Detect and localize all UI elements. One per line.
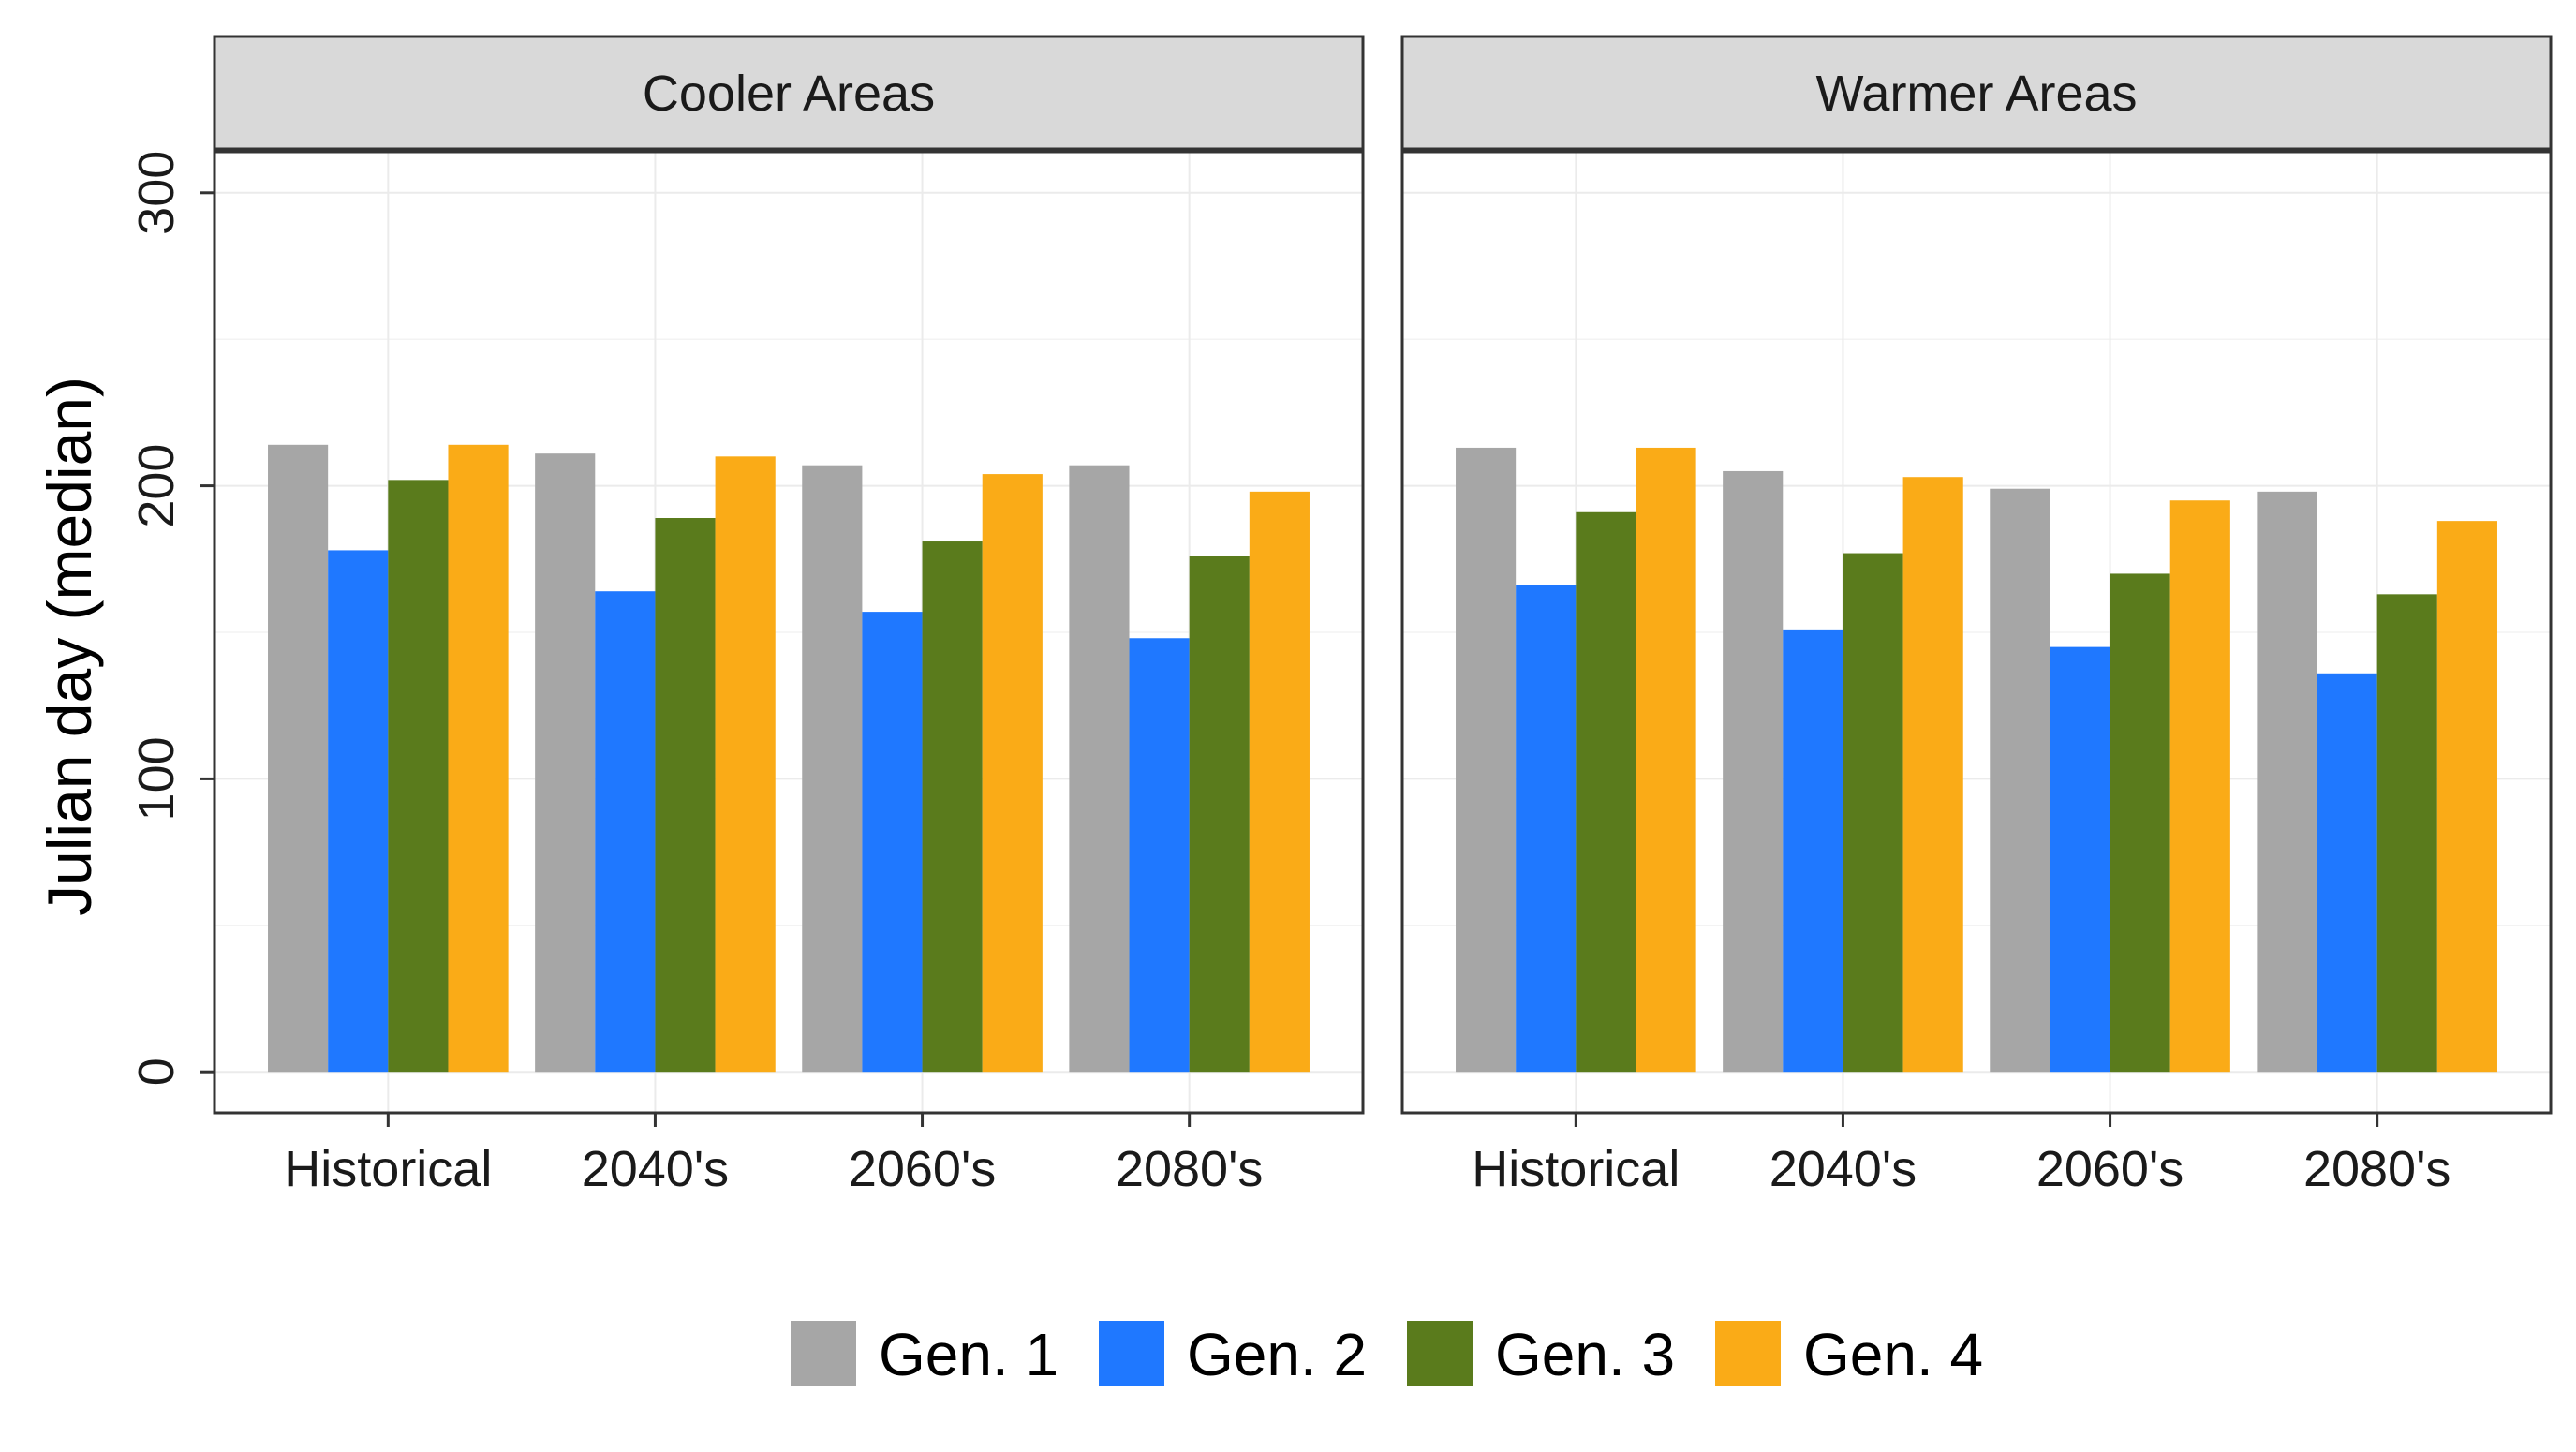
legend-label: Gen. 4: [1803, 1321, 1983, 1388]
y-tick-label: 200: [128, 444, 185, 528]
x-tick-label: 2080's: [1116, 1141, 1263, 1197]
legend-swatch: [1099, 1321, 1164, 1386]
bar-gen3-3: [1189, 556, 1250, 1073]
x-tick-label: 2060's: [849, 1141, 996, 1197]
panel-border: [1400, 150, 2553, 1115]
bar-gen2-0: [1516, 585, 1577, 1073]
bar-gen3-0: [1576, 511, 1636, 1073]
bar-gen4-2: [982, 474, 1043, 1073]
y-axis-label: Julian day (median): [35, 377, 104, 916]
bar-gen4-3: [2436, 521, 2497, 1073]
bar-gen4-3: [1249, 491, 1310, 1073]
bar-gen3-1: [1843, 553, 1903, 1073]
x-tick-label: Historical: [284, 1141, 492, 1197]
legend-item: Gen. 4: [1715, 1321, 1983, 1388]
legend: Gen. 1 Gen. 2 Gen. 3 Gen. 4: [791, 1321, 1983, 1388]
bar-gen3-2: [2110, 573, 2170, 1073]
bar-gen1-1: [535, 453, 596, 1073]
bar-gen2-2: [862, 612, 923, 1073]
legend-item: Gen. 3: [1407, 1321, 1675, 1388]
panel-warmer-areas: Warmer Areas Historical 2040's 2060's 2080's: [1400, 35, 2553, 1197]
bar-gen1-3: [1069, 465, 1130, 1073]
bar-gen1-0: [268, 444, 329, 1073]
bar-gen2-0: [328, 550, 389, 1073]
bar-gen3-0: [388, 480, 449, 1073]
bar-gen2-3: [1129, 638, 1190, 1073]
bar-gen4-1: [715, 456, 776, 1073]
bar-gen4-0: [448, 444, 509, 1073]
panel-cooler-areas: Cooler Areas Historical 2040's 2060's 2080's…: [128, 35, 1365, 1197]
bar-gen1-0: [1456, 447, 1517, 1073]
x-tick-label: 2040's: [582, 1141, 729, 1197]
panel-title: Cooler Areas: [643, 66, 935, 122]
bar-gen2-2: [2050, 646, 2110, 1073]
legend-item: Gen. 1: [791, 1321, 1059, 1388]
bar-gen2-1: [595, 591, 656, 1073]
bar-gen3-1: [655, 518, 716, 1073]
legend-swatch: [1407, 1321, 1473, 1386]
bar-gen2-1: [1783, 629, 1843, 1073]
chart-panels: Cooler Areas Historical 2040's 2060's 2080's…: [128, 35, 2553, 1197]
bar-gen4-1: [1902, 477, 1963, 1073]
legend-swatch: [1715, 1321, 1781, 1386]
bar-gen1-1: [1723, 470, 1784, 1073]
panel-strip: [1400, 35, 2553, 151]
bar-gen1-2: [802, 465, 863, 1073]
panel-title: Warmer Areas: [1815, 66, 2137, 122]
legend-label: Gen. 2: [1187, 1321, 1367, 1388]
y-tick-label: 100: [128, 736, 185, 821]
x-tick-label: Historical: [1472, 1141, 1680, 1197]
x-tick-label: 2080's: [2303, 1141, 2450, 1197]
bar-gen2-3: [2317, 673, 2377, 1073]
bar-gen1-3: [2257, 491, 2317, 1073]
x-tick-label: 2060's: [2036, 1141, 2184, 1197]
y-tick-label: 300: [128, 151, 185, 235]
x-tick-label: 2040's: [1769, 1141, 1917, 1197]
legend-label: Gen. 3: [1495, 1321, 1675, 1388]
legend-item: Gen. 2: [1099, 1321, 1367, 1388]
bar-gen3-2: [922, 541, 983, 1073]
panel-strip: [213, 35, 1365, 151]
bar-gen4-2: [2169, 500, 2230, 1073]
bar-gen1-2: [1990, 488, 2050, 1073]
legend-label: Gen. 1: [879, 1321, 1059, 1388]
y-tick-label: 0: [128, 1058, 185, 1086]
bar-gen4-0: [1636, 447, 1696, 1073]
bar-gen3-3: [2376, 594, 2437, 1073]
legend-swatch: [791, 1321, 856, 1386]
panel-border: [213, 150, 1365, 1115]
